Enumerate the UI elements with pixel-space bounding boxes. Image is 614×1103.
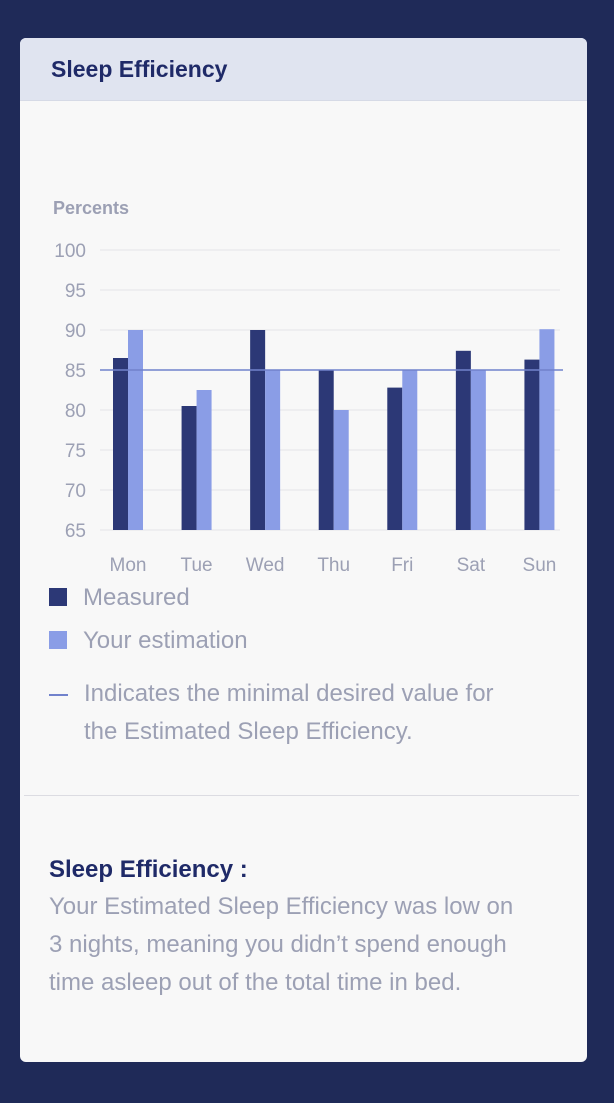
x-tick-label: Sat [457,555,486,576]
legend-reference-line-1: Indicates the minimal desired value for [84,680,494,707]
bar-estimation-fri [402,370,418,530]
bar-measured-fri [387,387,403,530]
summary-section: Sleep Efficiency : Your Estimated Sleep … [49,856,559,1002]
bar-measured-tue [181,406,197,530]
legend-line-icon [49,694,68,696]
summary-line-3: time asleep out of the total time in bed… [49,969,462,996]
chart-legend: Measured Your estimation Indicates the m… [49,584,569,751]
card-title: Sleep Efficiency [51,55,228,82]
bar-estimation-mon [128,330,143,530]
legend-item-estimation: Your estimation [49,627,569,655]
bar-estimation-wed [265,370,281,530]
y-tick-label: 90 [65,321,86,342]
x-tick-label: Sun [523,555,557,576]
section-divider [24,795,579,796]
summary-line-1: Your Estimated Sleep Efficiency was low … [49,893,514,920]
legend-item-measured: Measured [49,584,569,612]
x-tick-label: Fri [391,555,413,576]
bar-estimation-sun [539,329,555,530]
x-tick-label: Tue [181,555,213,576]
legend-swatch-measured [49,588,67,606]
y-tick-label: 85 [65,361,86,382]
legend-label-estimation: Your estimation [83,627,248,654]
bar-measured-wed [250,330,266,530]
bar-chart: Percents 65 70 75 80 85 90 95 100 Mon Tue Wed Thu Fri… [53,198,563,576]
sleep-efficiency-card: Sleep Efficiency Percents 65 70 75 80 85 90 95 1… [20,38,587,1062]
legend-reference-line-2: the Estimated Sleep Efficiency. [84,718,413,745]
bar-estimation-tue [196,390,212,530]
summary-title: Sleep Efficiency : [49,856,248,883]
summary-text: Your Estimated Sleep Efficiency was low … [49,888,559,1002]
y-tick-label: 80 [65,401,86,422]
x-tick-label: Wed [246,555,285,576]
bar-measured-sun [524,359,540,530]
legend-swatch-estimation [49,631,67,649]
y-tick-label: 95 [65,281,86,302]
y-tick-label: 65 [65,521,86,542]
bar-estimation-thu [333,410,349,530]
y-axis-title: Percents [53,198,129,218]
card-header: Sleep Efficiency [20,38,587,101]
bar-measured-thu [318,370,334,530]
y-tick-label: 70 [65,481,86,502]
legend-item-reference-line: Indicates the minimal desired value for … [49,675,569,751]
bar-measured-mon [113,358,128,530]
bar-estimation-sat [470,370,486,530]
y-tick-label: 75 [65,441,86,462]
y-tick-label: 100 [54,241,86,262]
legend-label-reference: Indicates the minimal desired value for … [84,675,494,751]
summary-line-2: 3 nights, meaning you didn’t spend enoug… [49,931,507,958]
x-tick-label: Mon [110,555,147,576]
bar-measured-sat [455,350,471,530]
x-tick-label: Thu [317,555,350,576]
legend-label-measured: Measured [83,584,190,611]
